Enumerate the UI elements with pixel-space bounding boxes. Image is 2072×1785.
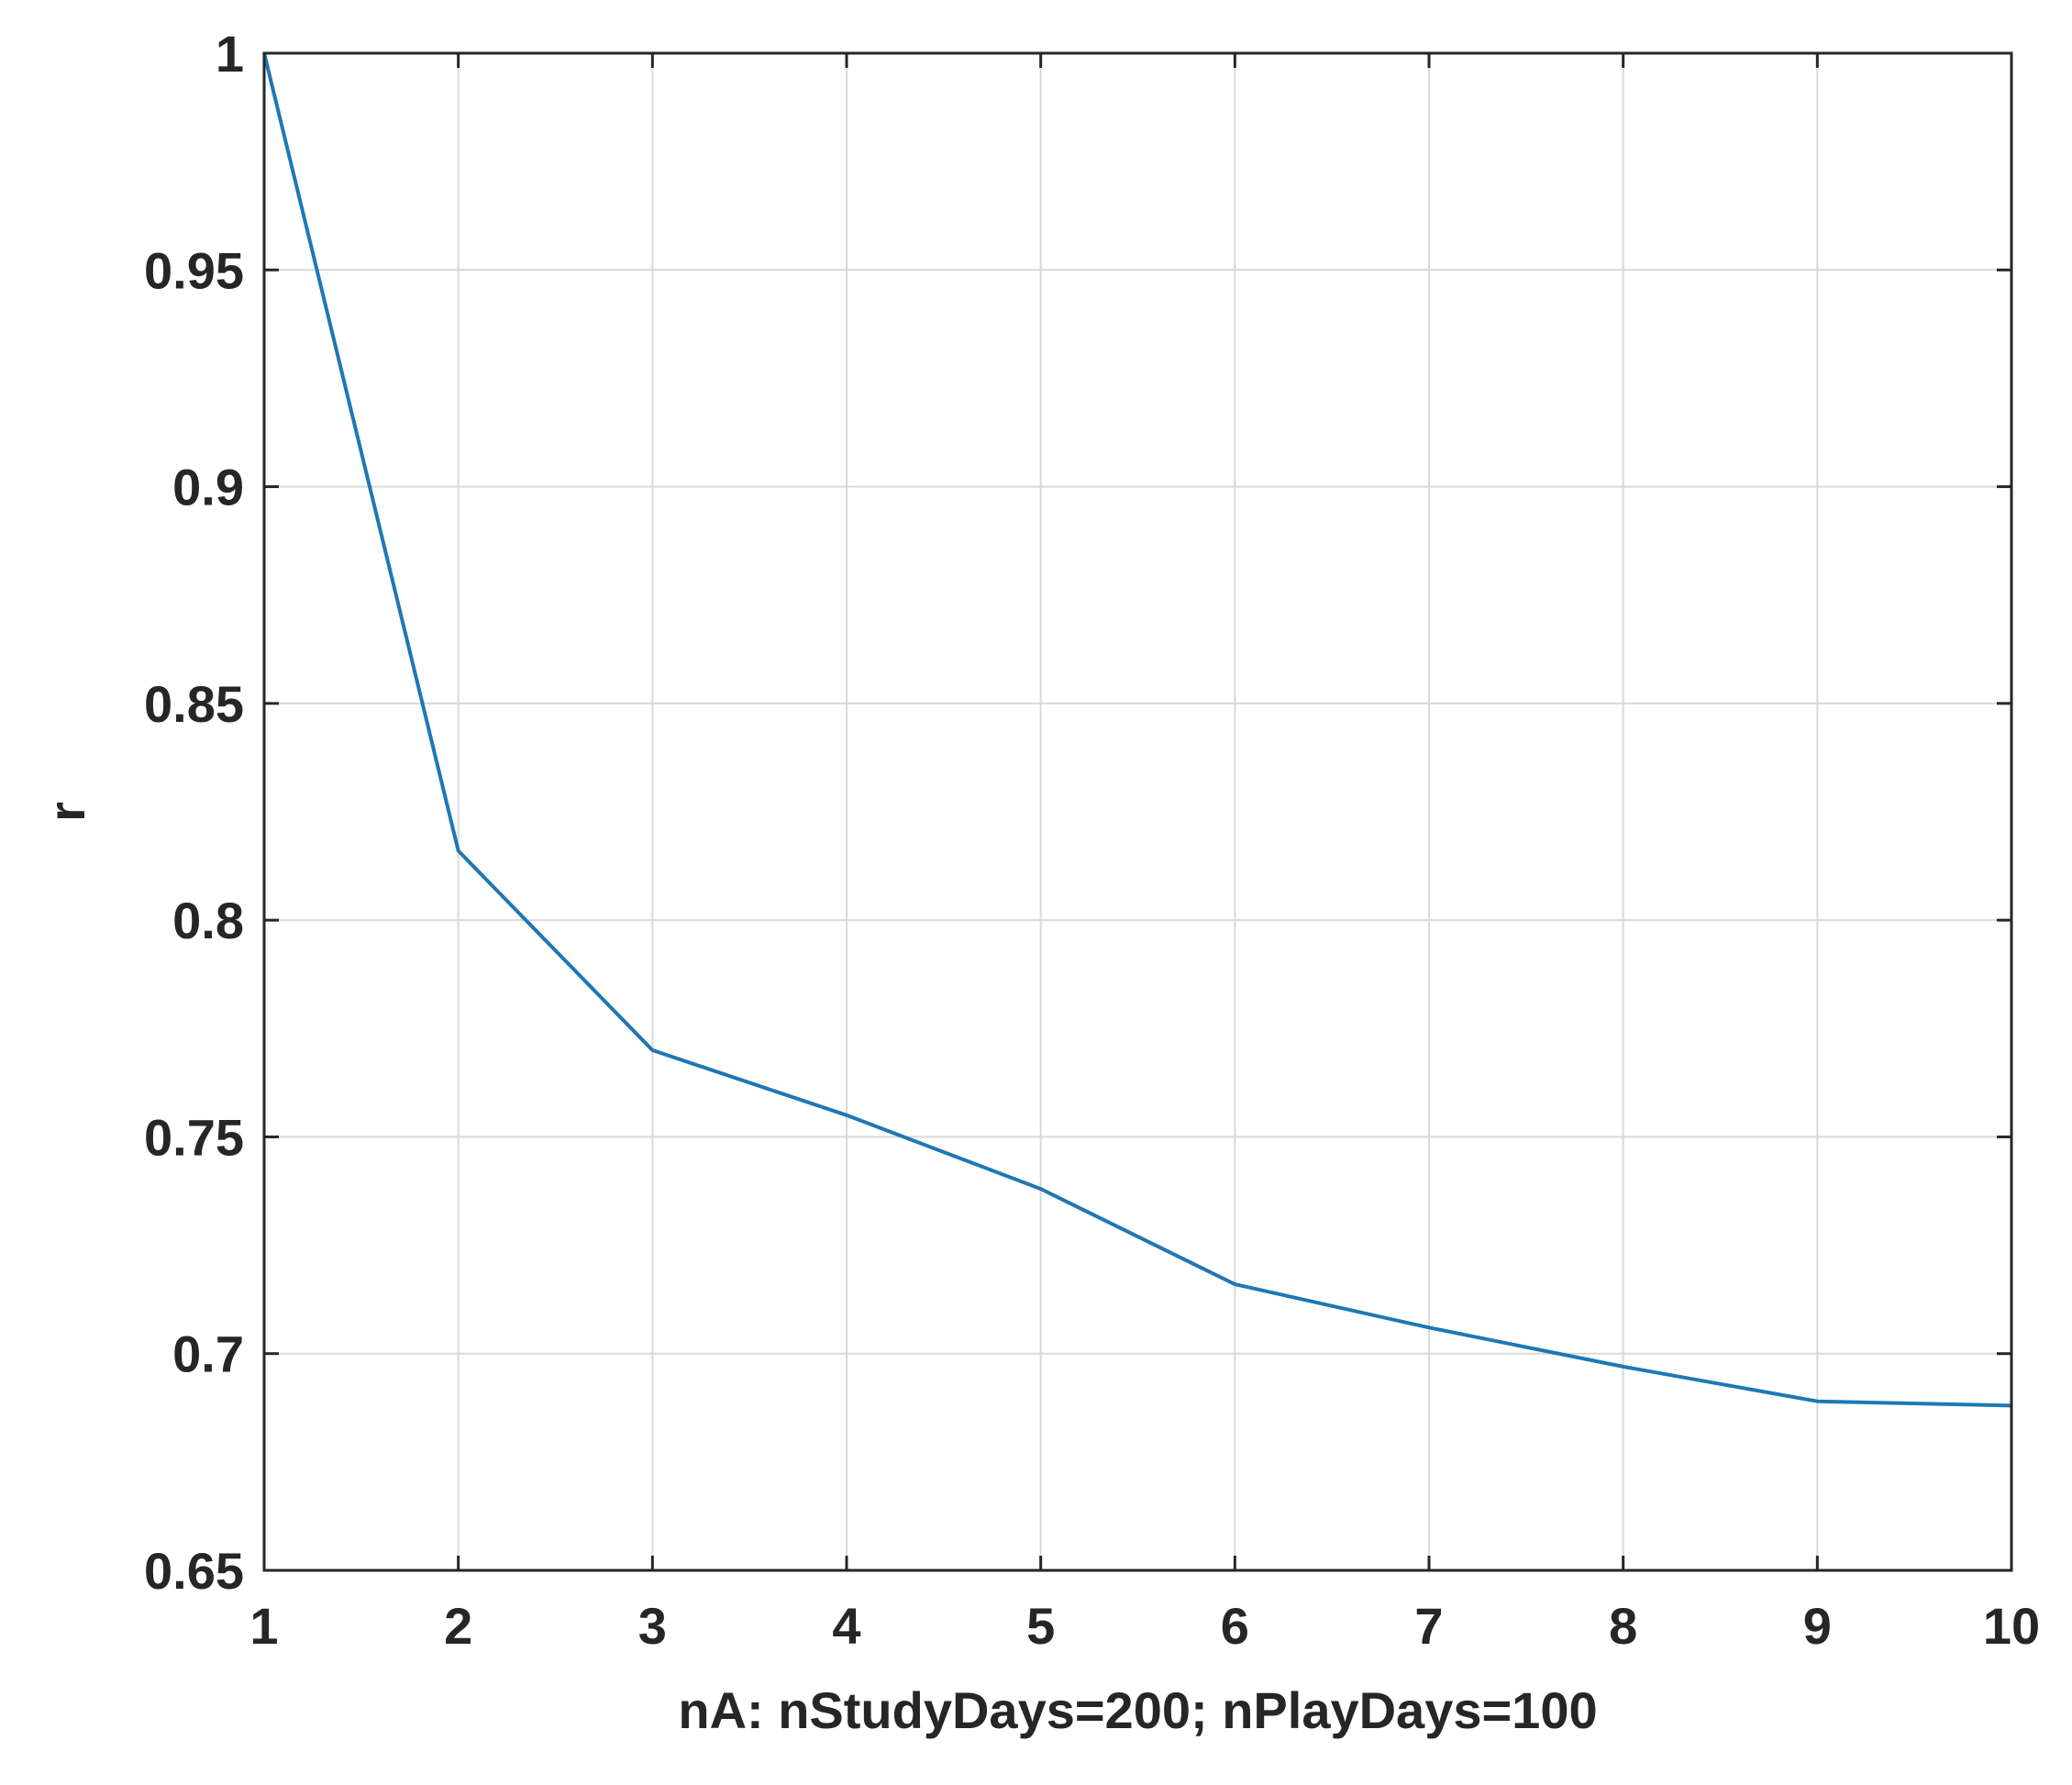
y-tick-label: 0.65 xyxy=(144,1542,244,1600)
x-tick-label: 5 xyxy=(1026,1597,1055,1655)
y-tick-label: 1 xyxy=(216,25,244,83)
y-tick-label: 0.85 xyxy=(144,675,244,733)
series-line xyxy=(262,52,2012,1408)
y-tick-label: 0.75 xyxy=(144,1108,244,1166)
y-tick-labels: 0.65 0.7 0.75 0.8 0.85 0.9 0.95 1 xyxy=(144,25,244,1600)
x-tick-label: 2 xyxy=(444,1597,472,1655)
tick-marks xyxy=(262,51,2013,1572)
plot-area-border xyxy=(262,51,2013,1572)
x-tick-labels: 1 2 3 4 5 6 7 8 9 10 xyxy=(249,1597,2040,1655)
y-tick-label: 0.95 xyxy=(144,241,244,299)
y-tick-label: 0.7 xyxy=(172,1325,244,1383)
y-axis-label: r xyxy=(38,802,95,822)
x-tick-label: 1 xyxy=(249,1597,278,1655)
x-tick-label: 8 xyxy=(1609,1597,1637,1655)
x-tick-label: 3 xyxy=(638,1597,667,1655)
x-tick-label: 4 xyxy=(832,1597,860,1655)
x-tick-label: 7 xyxy=(1414,1597,1443,1655)
x-tick-label: 6 xyxy=(1221,1597,1249,1655)
series-layer xyxy=(262,52,2012,1408)
y-tick-label: 0.8 xyxy=(172,892,244,949)
y-tick-label: 0.9 xyxy=(172,459,244,516)
grid-lines xyxy=(264,53,2011,1570)
x-tick-label: 10 xyxy=(1983,1597,2040,1655)
x-axis-label: nA: nStudyDays=200; nPlayDays=100 xyxy=(678,1681,1597,1739)
x-tick-label: 9 xyxy=(1803,1597,1832,1655)
